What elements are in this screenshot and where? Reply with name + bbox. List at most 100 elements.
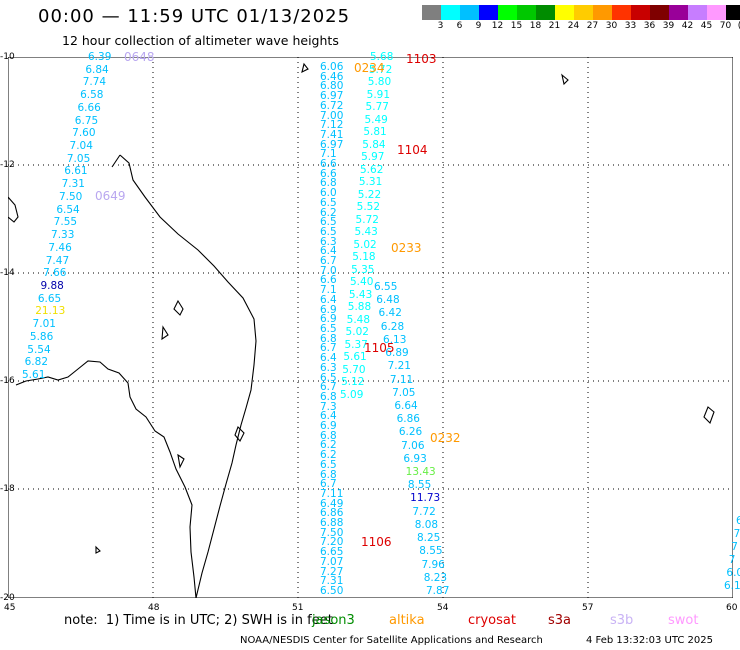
wave-height-value: 6.72 — [320, 99, 344, 112]
wave-height-value: 7.46 — [48, 241, 72, 254]
wave-height-value: 6.49 — [320, 497, 344, 510]
wave-height-value: 6 — [736, 515, 740, 527]
wave-height-value: 6.4 — [320, 410, 337, 423]
wave-height-value: 6.97 — [320, 90, 344, 103]
wave-height-value: 7.50 — [58, 190, 83, 203]
scale-swatch — [707, 5, 726, 20]
wave-height-value: 6.8 — [320, 332, 337, 345]
pass-time-label: 0233 — [391, 241, 422, 255]
latitude-label: -12 — [0, 160, 15, 170]
wave-height-value: 7.47 — [45, 254, 70, 267]
wave-height-value: 7.20 — [320, 536, 344, 549]
wave-height-value: 6.0 — [320, 187, 337, 200]
wave-height-value: 6.86 — [396, 413, 420, 426]
latitude-label: -18 — [0, 484, 15, 494]
wave-height-value: 6.9 — [320, 420, 337, 433]
wave-height-value: 7.31 — [320, 575, 344, 588]
wave-height-value: 6.5 — [320, 216, 337, 229]
wave-height-value: 6.55 — [374, 281, 398, 293]
wave-height-value: 5.86 — [29, 330, 54, 343]
wave-height-value: 7.05 — [66, 152, 91, 165]
wave-height-value: 6.5 — [320, 371, 337, 384]
wave-height-value: 5.52 — [356, 201, 381, 214]
wave-height-value: 7.33 — [51, 229, 75, 242]
wave-height-value: 13.43 — [405, 466, 436, 479]
wave-height-value: 6.5 — [320, 225, 337, 238]
wave-height-value: 6.06 — [320, 61, 344, 73]
scale-label: 27 — [586, 21, 599, 31]
wave-height-value: 5.37 — [344, 338, 368, 351]
wave-height-value: 5.31 — [358, 176, 383, 189]
wave-height-value: 6.8 — [320, 177, 337, 190]
scale-swatch — [726, 5, 740, 20]
scale-label: 30 — [605, 21, 618, 31]
wave-height-value: 6.7 — [320, 381, 337, 394]
pass-time-label: 0648 — [124, 50, 155, 64]
wave-height-value: 7.60 — [72, 127, 96, 140]
wave-height-value: 5.62 — [360, 163, 384, 176]
scale-label: 15 — [510, 21, 523, 31]
scale-swatch — [441, 5, 460, 20]
scale-label: 33 — [624, 21, 637, 31]
wave-height-value: 5.02 — [345, 326, 369, 339]
wave-height-value: 7.11 — [320, 487, 344, 500]
satellite-legend-item: s3a — [548, 613, 572, 628]
wave-height-value: 8.55 — [407, 479, 432, 492]
wave-height-value: 7.12 — [320, 119, 344, 132]
wave-height-value: 6.9 — [320, 303, 337, 316]
wave-height-value: 6.82 — [24, 356, 49, 369]
wave-height-value: 5.40 — [350, 276, 374, 289]
wave-height-value: 6.50 — [320, 585, 344, 597]
satellite-legend-item: jason3 — [312, 613, 355, 628]
wave-height-value: 5.72 — [368, 63, 393, 76]
wave-height-value: 7.00 — [320, 109, 344, 122]
wave-height-value: 6.88 — [320, 517, 344, 530]
wave-height-value: 8.23 — [423, 571, 448, 584]
wave-height-value: 5.02 — [353, 238, 377, 251]
wave-height-value: 6.75 — [74, 114, 99, 127]
wave-height-value: 6.48 — [376, 294, 400, 307]
wave-height-value: 6.58 — [80, 89, 104, 102]
wave-height-value: 7.06 — [401, 439, 425, 452]
wave-height-value: 6.3 — [320, 235, 337, 248]
wave-height-value: 7.01 — [32, 318, 56, 331]
wave-height-value: 7.96 — [421, 558, 445, 571]
wave-height-value: 7.27 — [320, 565, 344, 578]
wave-height-value: 6.65 — [37, 292, 62, 305]
wave-height-value: 6.8 — [320, 468, 337, 481]
pass-time-label: 1103 — [406, 52, 437, 66]
wave-height-value: 5.72 — [355, 213, 379, 226]
wave-height-value: 6.0 — [726, 567, 740, 579]
scale-swatch — [460, 5, 479, 20]
scale-swatch — [517, 5, 536, 20]
wave-height-value: 7.0 — [320, 264, 337, 277]
scale-label: 9 — [475, 21, 482, 31]
wave-height-value: 7.50 — [320, 526, 344, 539]
scale-label: 45 — [700, 21, 713, 31]
wave-height-value: 7.41 — [320, 128, 344, 141]
wave-height-value: 5.70 — [342, 363, 366, 376]
wave-height-value: 7.74 — [82, 76, 107, 89]
wave-height-value: 5.81 — [363, 126, 387, 139]
longitude-label: 54 — [437, 603, 449, 613]
longitude-label: 51 — [292, 603, 304, 613]
scale-label: 6 — [456, 21, 463, 31]
wave-height-value: 7 — [731, 541, 738, 553]
satellite-legend-item: altika — [389, 613, 425, 628]
pass-time-label: 0649 — [95, 189, 126, 203]
scale-swatch — [612, 5, 631, 20]
wave-height-value: 6.8 — [320, 390, 337, 403]
map-title: 00:00 — 11:59 UTC 01/13/2025 — [38, 6, 351, 27]
wave-height-value: 5.22 — [357, 188, 382, 201]
wave-height-value: 6.80 — [320, 80, 344, 93]
wave-height-value: 6.8 — [320, 429, 337, 442]
wave-height-value: 9.88 — [40, 279, 64, 292]
wave-height-value: 6.5 — [320, 196, 337, 209]
wave-height-value: 11.73 — [410, 492, 441, 505]
wave-height-value: 5.61 — [343, 351, 367, 364]
wave-height-value: 7.05 — [392, 386, 416, 399]
wave-height-value: 6.5 — [320, 458, 337, 471]
generated-timestamp: 4 Feb 13:32:03 UTC 2025 — [586, 635, 713, 646]
wave-height-value: 5.48 — [346, 313, 371, 326]
wave-height-value: 7.1 — [320, 284, 337, 297]
